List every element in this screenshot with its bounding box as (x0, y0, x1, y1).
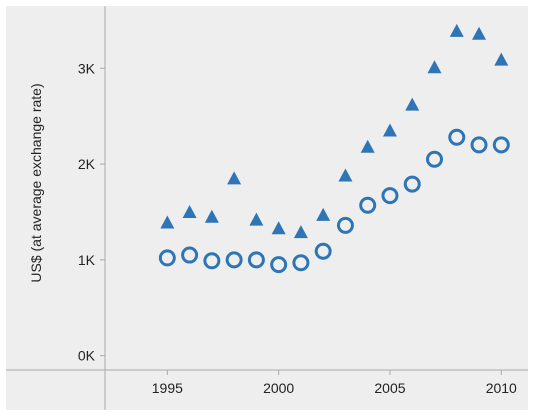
circle-point (203, 252, 221, 270)
circle-point (225, 251, 243, 269)
circle-point (492, 136, 510, 154)
circle-point (359, 196, 377, 214)
triangle-point (182, 204, 197, 218)
x-axis-ticks: 1995 2000 2005 2010 (152, 370, 517, 396)
x-tick-label: 2005 (374, 380, 405, 396)
triangle-point (338, 168, 353, 182)
circle-point (270, 256, 288, 274)
triangle-point (271, 221, 286, 235)
circle-point (381, 187, 399, 205)
circle-point (470, 136, 488, 154)
y-tick-label: 2K (78, 156, 96, 172)
triangle-point (382, 123, 397, 137)
triangle-point (204, 209, 219, 223)
circle-point (336, 216, 354, 234)
x-tick-label: 1995 (152, 380, 183, 396)
y-tick-label: 1K (78, 252, 96, 268)
triangle-point (227, 171, 242, 185)
triangle-point (160, 215, 175, 229)
triangle-point (449, 23, 464, 37)
triangle-point (293, 225, 308, 239)
x-axis-panel (6, 370, 528, 410)
triangle-point (472, 26, 487, 40)
circle-point (314, 242, 332, 260)
y-tick-label: 0K (78, 348, 96, 364)
y-axis-panel (6, 6, 105, 370)
x-tick-label: 2000 (263, 380, 294, 396)
circle-point (448, 128, 466, 146)
circle-point (158, 249, 176, 267)
data-points (158, 23, 510, 274)
y-axis-title: US$ (at average exchange rate) (28, 83, 44, 282)
triangle-point (427, 60, 442, 74)
triangle-point (494, 52, 509, 66)
x-tick-label: 2010 (486, 380, 517, 396)
circle-point (247, 251, 265, 269)
circle-point (292, 254, 310, 272)
y-tick-label: 3K (78, 60, 96, 76)
triangle-point (316, 207, 331, 221)
circle-point (425, 150, 443, 168)
triangle-point (405, 97, 420, 111)
y-axis-ticks: 0K 1K 2K 3K (78, 60, 105, 364)
circle-point (181, 246, 199, 264)
triangle-point (360, 139, 375, 153)
plot-area (105, 6, 528, 370)
circle-point (403, 175, 421, 193)
triangle-point (249, 212, 264, 226)
